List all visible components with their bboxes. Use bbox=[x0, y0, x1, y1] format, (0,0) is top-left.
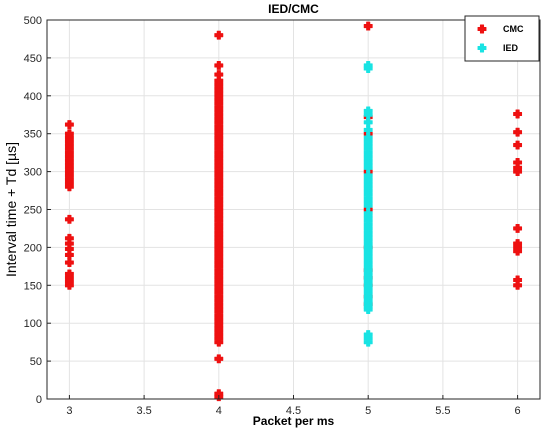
data-point-ied bbox=[363, 208, 373, 218]
y-tick-label: 450 bbox=[24, 53, 42, 65]
data-point-cmc bbox=[214, 76, 224, 86]
data-point-ied bbox=[363, 133, 373, 142]
axis-ticks: 3 3.5 4 4.5 5 5.5 6 0 50 100 150 200 250 300 350 400 450… bbox=[24, 15, 521, 417]
data-point-cmc bbox=[513, 158, 523, 167]
data-point-ied bbox=[363, 117, 373, 127]
data-point-cmc bbox=[64, 214, 74, 224]
legend-box bbox=[464, 15, 540, 62]
legend-marker-cmc bbox=[477, 24, 487, 34]
series-ied bbox=[363, 61, 373, 347]
y-tick-label: 350 bbox=[24, 129, 42, 141]
data-points bbox=[64, 21, 523, 402]
y-tick-label: 0 bbox=[36, 394, 42, 406]
data-point-ied bbox=[363, 61, 373, 70]
chart-title: IED/CMC bbox=[268, 2, 319, 16]
y-tick-label: 300 bbox=[24, 167, 42, 179]
y-axis-label: Interval time + Td [µs] bbox=[3, 142, 19, 277]
data-point-cmc bbox=[513, 275, 523, 285]
data-point-cmc bbox=[64, 120, 74, 130]
data-point-cmc bbox=[64, 233, 74, 243]
legend: CMC IED bbox=[464, 15, 540, 62]
data-point-cmc bbox=[214, 30, 224, 40]
data-point-cmc bbox=[214, 389, 224, 399]
y-tick-label: 100 bbox=[24, 318, 42, 330]
legend-marker-ied bbox=[477, 43, 487, 53]
data-point-ied bbox=[363, 106, 373, 116]
data-point-cmc bbox=[64, 258, 74, 268]
y-tick-label: 200 bbox=[24, 242, 42, 254]
x-tick-label: 5 bbox=[365, 405, 371, 417]
x-tick-label: 4.5 bbox=[286, 405, 301, 417]
data-point-cmc bbox=[214, 61, 224, 70]
x-tick-label: 3.5 bbox=[136, 405, 151, 417]
x-axis-label: Packet per ms bbox=[253, 414, 335, 428]
data-point-cmc bbox=[513, 140, 523, 150]
y-tick-label: 500 bbox=[24, 15, 42, 27]
data-point-cmc bbox=[363, 21, 373, 31]
data-point-cmc bbox=[64, 269, 74, 279]
legend-label-cmc: CMC bbox=[503, 24, 524, 34]
data-point-cmc bbox=[513, 127, 523, 137]
data-point-cmc bbox=[64, 250, 74, 260]
data-point-cmc bbox=[214, 70, 224, 80]
data-point-ied bbox=[363, 170, 373, 180]
data-point-ied bbox=[363, 125, 373, 135]
x-tick-label: 5.5 bbox=[435, 405, 450, 417]
x-tick-label: 6 bbox=[515, 405, 521, 417]
y-tick-label: 400 bbox=[24, 91, 42, 103]
legend-label-ied: IED bbox=[503, 43, 519, 53]
series-cmc bbox=[64, 21, 523, 402]
data-point-cmc bbox=[513, 109, 523, 119]
data-point-ied bbox=[363, 330, 373, 340]
y-tick-label: 250 bbox=[24, 205, 42, 217]
x-tick-label: 4 bbox=[216, 405, 222, 417]
data-point-cmc bbox=[64, 129, 74, 139]
y-tick-label: 50 bbox=[30, 356, 42, 368]
x-tick-label: 3 bbox=[66, 405, 72, 417]
data-point-cmc bbox=[513, 224, 523, 233]
data-point-cmc bbox=[513, 239, 523, 249]
y-tick-label: 150 bbox=[24, 280, 42, 292]
data-point-cmc bbox=[214, 354, 224, 364]
